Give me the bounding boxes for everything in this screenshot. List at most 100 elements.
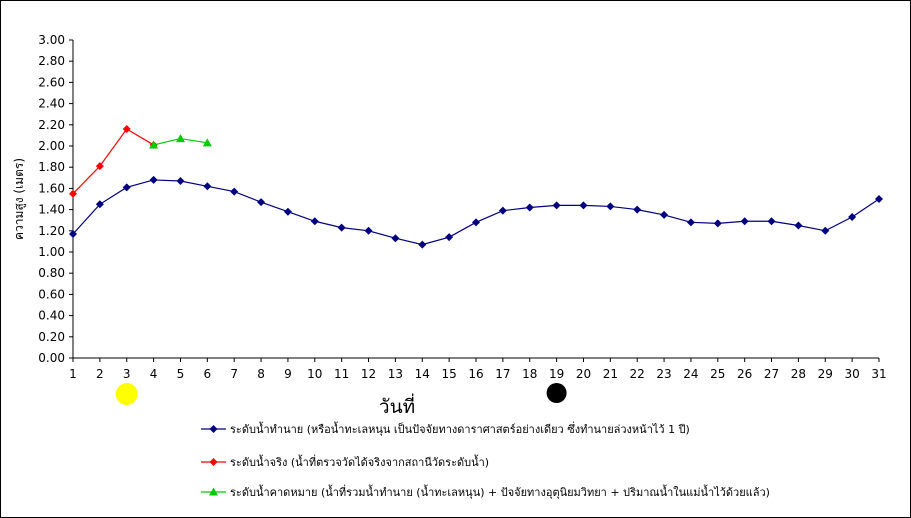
x-tick-label: 27: [764, 367, 779, 381]
x-tick-label: 21: [603, 367, 618, 381]
x-tick-label: 6: [204, 367, 212, 381]
x-tick-label: 16: [468, 367, 483, 381]
data-point: [821, 226, 830, 235]
x-axis-label: วันที่: [379, 393, 415, 418]
x-tick-label: 18: [522, 367, 537, 381]
y-tick-label: 0.40: [38, 309, 65, 323]
y-tick-label: 1.20: [38, 224, 65, 238]
y-tick-label: 3.00: [38, 33, 65, 47]
x-tick-label: 3: [123, 367, 131, 381]
data-point: [713, 219, 722, 228]
x-tick-label: 12: [361, 367, 376, 381]
x-tick-label: 13: [388, 367, 403, 381]
data-point: [230, 187, 239, 196]
data-point: [552, 201, 561, 210]
data-point: [310, 217, 319, 226]
data-point: [122, 125, 131, 134]
data-point: [202, 138, 212, 147]
y-tick-label: 2.80: [38, 54, 65, 68]
x-tick-label: 28: [791, 367, 806, 381]
data-point: [660, 210, 669, 219]
data-point: [176, 176, 185, 185]
data-point: [686, 218, 695, 227]
x-tick-label: 10: [307, 367, 322, 381]
data-point: [767, 217, 776, 226]
axes: [72, 40, 879, 359]
data-point: [633, 205, 642, 214]
legend-item-1: ระดับน้ำทำนาย (หรือน้ำทะเลหนุน เป็นปัจจั…: [201, 421, 690, 436]
x-tick-label: 2: [96, 367, 104, 381]
y-tick-label: 1.00: [38, 245, 65, 259]
x-tick-label: 7: [230, 367, 238, 381]
data-point: [364, 226, 373, 235]
y-axis-ticks: 0.00 0.20 0.40 0.60 0.80 1.00 1.20 1.40 1.60 1.80…: [38, 33, 73, 365]
x-tick-label: 4: [150, 367, 158, 381]
series-line: [72, 128, 154, 195]
data-point: [95, 162, 104, 171]
x-tick-label: 31: [871, 367, 886, 381]
data-point: [875, 195, 883, 203]
data-point: [740, 217, 749, 226]
series-line: [72, 179, 880, 246]
series-3: [149, 134, 212, 149]
x-tick-label: 1: [69, 367, 77, 381]
x-tick-label: 22: [630, 367, 645, 381]
y-tick-label: 0.00: [38, 351, 65, 365]
data-point: [209, 458, 218, 466]
data-point: [579, 201, 588, 210]
y-tick-label: 2.20: [38, 118, 65, 132]
data-point: [209, 425, 218, 433]
x-tick-label: 30: [844, 367, 859, 381]
x-tick-label: 9: [284, 367, 292, 381]
data-point: [175, 134, 185, 143]
x-tick-label: 26: [737, 367, 752, 381]
legend-label: ระดับน้ำคาดหมาย (น้ำที่รวมน้ำทำนาย (น้ำท…: [230, 484, 770, 499]
series-2: [69, 125, 158, 198]
data-point: [418, 240, 427, 249]
y-tick-label: 0.80: [38, 266, 65, 280]
data-point: [283, 207, 292, 216]
y-tick-label: 2.00: [38, 139, 65, 153]
data-point: [69, 189, 77, 198]
legend-item-2: ระดับน้ำจริง (น้ำที่ตรวจวัดได้จริงจากสถา…: [201, 454, 489, 469]
y-tick-label: 1.80: [38, 160, 65, 174]
full-moon-icon: [115, 383, 138, 405]
legend: ระดับน้ำทำนาย (หรือน้ำทะเลหนุน เป็นปัจจั…: [201, 421, 770, 499]
x-tick-label: 23: [656, 367, 671, 381]
y-axis-label: ความสูง (เมตร): [12, 158, 27, 240]
x-tick-label: 15: [441, 367, 456, 381]
data-point: [257, 198, 266, 207]
x-tick-label: 19: [549, 367, 564, 381]
y-tick-label: 0.60: [38, 287, 65, 301]
data-point: [525, 203, 534, 212]
crescent-moon-icon: [306, 383, 318, 405]
x-tick-label: 24: [683, 367, 698, 381]
data-point: [203, 182, 212, 191]
data-point: [122, 183, 131, 192]
data-point: [848, 213, 857, 222]
series-group: [69, 125, 883, 249]
y-tick-label: 2.60: [38, 75, 65, 89]
data-point: [498, 206, 507, 215]
y-tick-label: 1.40: [38, 203, 65, 217]
moon-phase-icons: [115, 383, 567, 405]
x-tick-label: 5: [177, 367, 185, 381]
data-point: [337, 223, 346, 232]
x-tick-label: 11: [334, 367, 349, 381]
y-tick-label: 2.40: [38, 97, 65, 111]
y-tick-label: 1.60: [38, 181, 65, 195]
x-axis-ticks: 1 2 3 4 5 6 7 8 9 10 11 12 13 14 15 16 17 18 19 20 21 22 23 24 2…: [69, 358, 887, 381]
data-point: [69, 229, 77, 238]
data-point: [472, 218, 480, 227]
x-tick-label: 14: [415, 367, 430, 381]
x-tick-label: 25: [710, 367, 725, 381]
x-tick-label: 8: [257, 367, 265, 381]
data-point: [95, 200, 104, 209]
legend-label: ระดับน้ำทำนาย (หรือน้ำทะเลหนุน เป็นปัจจั…: [230, 421, 690, 436]
data-point: [445, 233, 454, 242]
new-moon-icon: [546, 383, 567, 403]
data-point: [149, 175, 158, 184]
data-point: [209, 487, 218, 496]
legend-label: ระดับน้ำจริง (น้ำที่ตรวจวัดได้จริงจากสถา…: [230, 454, 489, 469]
